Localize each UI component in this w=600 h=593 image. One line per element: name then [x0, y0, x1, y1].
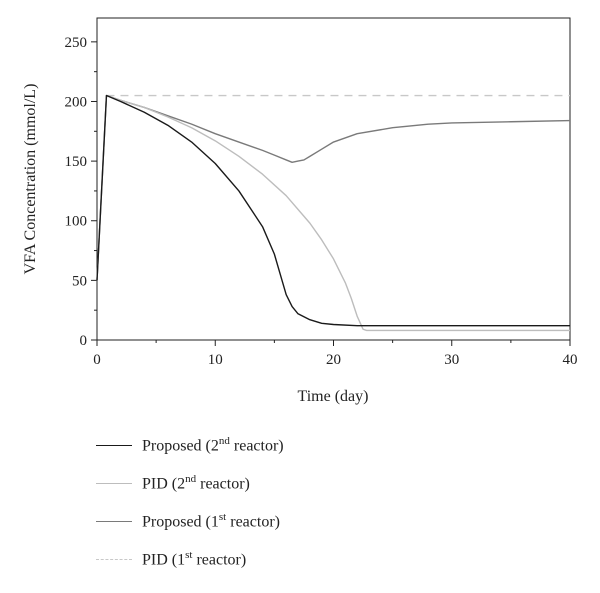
chart: 0 10 20 30 40 0 50 100 150 200 250 Time (day) VFA… — [22, 17, 578, 405]
x-axis-title: Time (day) — [298, 388, 369, 405]
legend-label: PID (1st reactor) — [142, 548, 247, 569]
y-tick-label: 50 — [72, 273, 87, 289]
series-line-2 — [96, 94, 571, 281]
x-tick-label: 20 — [326, 352, 341, 368]
y-tick-label: 200 — [65, 94, 88, 110]
legend-label: PID (2nd reactor) — [142, 472, 250, 493]
legend-swatch — [96, 444, 132, 446]
y-tick-label: 150 — [65, 154, 88, 170]
legend-label: Proposed (2nd reactor) — [142, 434, 284, 455]
x-tick-label: 0 — [93, 352, 101, 368]
x-tick-label: 10 — [208, 352, 223, 368]
legend-swatch — [96, 520, 132, 522]
legend-item: PID (1st reactor) — [96, 540, 284, 578]
y-tick-label: 100 — [65, 214, 88, 230]
plot-frame — [96, 17, 571, 341]
y-tick-label: 0 — [80, 333, 88, 349]
legend-label: Proposed (1st reactor) — [142, 510, 280, 531]
x-tick-label: 40 — [563, 352, 578, 368]
x-axis: 0 10 20 30 40 — [93, 340, 578, 368]
legend-item: PID (2nd reactor) — [96, 464, 284, 502]
y-axis-title: VFA Concentration (mmol/L) — [22, 84, 39, 275]
series-lines — [96, 94, 571, 332]
legend-swatch — [96, 558, 132, 560]
x-tick-label: 30 — [444, 352, 459, 368]
series-line-0 — [96, 94, 570, 327]
series-line-1 — [96, 94, 570, 332]
legend: Proposed (2nd reactor) PID (2nd reactor) P… — [96, 426, 284, 578]
legend-swatch — [96, 482, 132, 484]
legend-item: Proposed (1st reactor) — [96, 502, 284, 540]
legend-item: Proposed (2nd reactor) — [96, 426, 284, 464]
y-tick-label: 250 — [65, 35, 88, 51]
y-axis: 0 50 100 150 200 250 — [65, 35, 97, 349]
